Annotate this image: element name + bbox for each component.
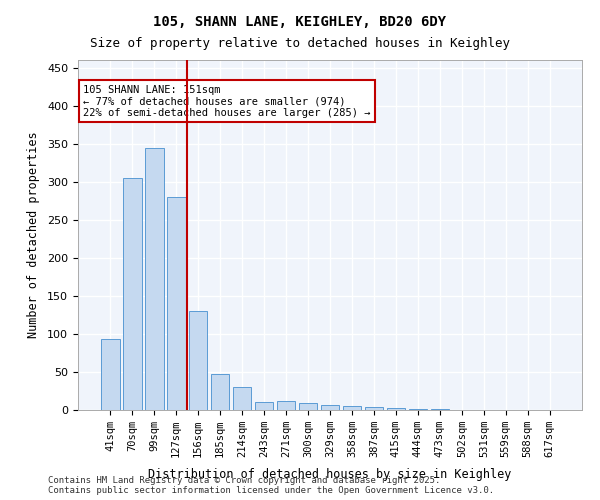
Bar	[101, 339, 119, 410]
Y-axis label: Number of detached properties: Number of detached properties	[27, 132, 40, 338]
Bar	[255, 402, 274, 410]
Bar	[277, 401, 295, 410]
Bar	[299, 403, 317, 410]
X-axis label: Distribution of detached houses by size in Keighley: Distribution of detached houses by size …	[148, 468, 512, 481]
Bar	[189, 311, 208, 410]
Bar	[167, 197, 185, 410]
Bar	[386, 408, 405, 410]
Text: Contains HM Land Registry data © Crown copyright and database right 2025.
Contai: Contains HM Land Registry data © Crown c…	[48, 476, 494, 495]
Bar	[233, 387, 251, 410]
Bar	[343, 406, 361, 410]
Bar	[320, 406, 340, 410]
Bar	[211, 374, 229, 410]
Text: 105, SHANN LANE, KEIGHLEY, BD20 6DY: 105, SHANN LANE, KEIGHLEY, BD20 6DY	[154, 15, 446, 29]
Bar	[409, 409, 427, 410]
Bar	[431, 409, 449, 410]
Bar	[123, 178, 142, 410]
Bar	[145, 148, 164, 410]
Text: Size of property relative to detached houses in Keighley: Size of property relative to detached ho…	[90, 38, 510, 51]
Text: 105 SHANN LANE: 151sqm
← 77% of detached houses are smaller (974)
22% of semi-de: 105 SHANN LANE: 151sqm ← 77% of detached…	[83, 84, 371, 117]
Bar	[365, 407, 383, 410]
